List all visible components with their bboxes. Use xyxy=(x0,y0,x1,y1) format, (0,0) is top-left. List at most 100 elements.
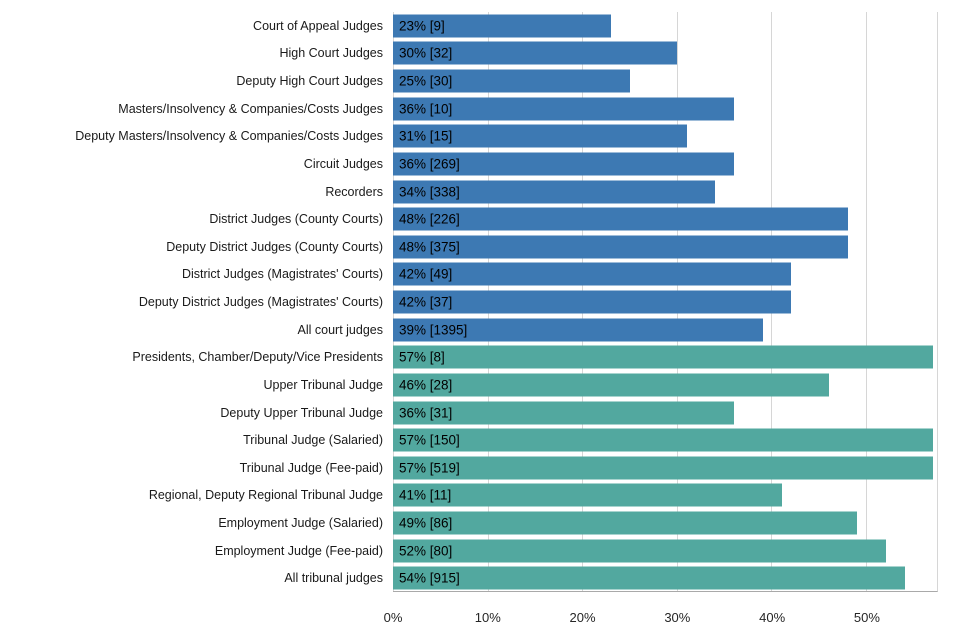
category-label: Regional, Deputy Regional Tribunal Judge xyxy=(148,488,383,503)
bar: 48% [226] xyxy=(393,207,848,231)
bar: 57% [8] xyxy=(393,345,934,369)
bar: 42% [37] xyxy=(393,290,792,314)
bar-value-label: 57% [519] xyxy=(399,460,460,476)
bar: 57% [519] xyxy=(393,456,934,480)
bar-value-label: 36% [10] xyxy=(399,101,453,117)
chart-row: Tribunal Judge (Fee-paid) 57% [519] xyxy=(0,454,938,482)
chart-row: District Judges (County Courts) 48% [226] xyxy=(0,205,938,233)
category-label: Employment Judge (Salaried) xyxy=(218,516,383,531)
bar: 36% [269] xyxy=(393,152,735,176)
bar-area: 48% [375] xyxy=(393,233,938,261)
bar-area: 48% [226] xyxy=(393,205,938,233)
category-label: Masters/Insolvency & Companies/Costs Jud… xyxy=(118,101,383,116)
category-label: Deputy District Judges (County Courts) xyxy=(166,239,383,254)
chart-row: All tribunal judges 54% [915] xyxy=(0,565,938,593)
chart-row: Circuit Judges 36% [269] xyxy=(0,150,938,178)
bar-value-label: 39% [1395] xyxy=(399,322,468,338)
bar-area: 52% [80] xyxy=(393,537,938,565)
bar: 30% [32] xyxy=(393,41,678,65)
chart-row: Deputy District Judges (Magistrates' Cou… xyxy=(0,288,938,316)
category-label: Deputy Upper Tribunal Judge xyxy=(220,405,383,420)
bar-area: 23% [9] xyxy=(393,12,938,40)
bar-value-label: 57% [150] xyxy=(399,432,460,448)
bar-area: 36% [31] xyxy=(393,399,938,427)
gridline xyxy=(866,12,868,591)
x-axis: 0% 10% 20% 30% 40% 50% xyxy=(384,606,938,626)
bar: 52% [80] xyxy=(393,539,886,563)
chart-row: District Judges (Magistrates' Courts) 42%… xyxy=(0,261,938,289)
bar-area: 57% [519] xyxy=(393,454,938,482)
bar-value-label: 49% [86] xyxy=(399,515,453,531)
bar-value-label: 42% [49] xyxy=(399,266,453,282)
bar: 54% [915] xyxy=(393,566,905,590)
category-label: Upper Tribunal Judge xyxy=(263,377,383,392)
bar: 46% [28] xyxy=(393,373,829,397)
bar-value-label: 54% [915] xyxy=(399,570,460,586)
chart-row: Masters/Insolvency & Companies/Costs Jud… xyxy=(0,95,938,123)
bar-value-label: 46% [28] xyxy=(399,377,453,393)
bar-area: 54% [915] xyxy=(393,565,938,593)
bar-value-label: 30% [32] xyxy=(399,45,453,61)
chart-row: Regional, Deputy Regional Tribunal Judge… xyxy=(0,482,938,510)
bar-area: 57% [150] xyxy=(393,426,938,454)
category-label: Presidents, Chamber/Deputy/Vice Presiden… xyxy=(132,350,383,365)
category-label: Recorders xyxy=(325,184,383,199)
chart-row: Deputy Upper Tribunal Judge 36% [31] xyxy=(0,399,938,427)
bar: 41% [11] xyxy=(393,483,782,507)
bar: 42% [49] xyxy=(393,262,792,286)
category-label: All tribunal judges xyxy=(284,571,383,586)
x-tick-label: 40% xyxy=(759,610,786,625)
bar-area: 57% [8] xyxy=(393,344,938,372)
bar-value-label: 48% [226] xyxy=(399,211,460,227)
category-label: Deputy Masters/Insolvency & Companies/Co… xyxy=(75,129,383,144)
bar-value-label: 42% [37] xyxy=(399,294,453,310)
chart-row: Tribunal Judge (Salaried) 57% [150] xyxy=(0,426,938,454)
bar-value-label: 36% [269] xyxy=(399,156,460,172)
category-label: Court of Appeal Judges xyxy=(253,18,383,33)
category-label: High Court Judges xyxy=(279,46,383,61)
bar-area: 30% [32] xyxy=(393,40,938,68)
chart-row: Employment Judge (Salaried) 49% [86] xyxy=(0,509,938,537)
bar: 48% [375] xyxy=(393,235,848,259)
bar: 36% [31] xyxy=(393,401,735,425)
bar-value-label: 52% [80] xyxy=(399,543,453,559)
chart-row: Employment Judge (Fee-paid) 52% [80] xyxy=(0,537,938,565)
bar-area: 25% [30] xyxy=(393,67,938,95)
category-label: Deputy District Judges (Magistrates' Cou… xyxy=(138,295,383,310)
bar-value-label: 25% [30] xyxy=(399,73,453,89)
bar-value-label: 57% [8] xyxy=(399,349,445,365)
bar: 57% [150] xyxy=(393,428,934,452)
bar: 23% [9] xyxy=(393,14,611,38)
chart-row: Deputy High Court Judges 25% [30] xyxy=(0,67,938,95)
bar: 31% [15] xyxy=(393,124,687,148)
category-label: Tribunal Judge (Fee-paid) xyxy=(239,460,383,475)
chart-row: Deputy District Judges (County Courts) 48… xyxy=(0,233,938,261)
bar-value-label: 48% [375] xyxy=(399,239,460,255)
bar-area: 49% [86] xyxy=(393,509,938,537)
bar-area: 36% [10] xyxy=(393,95,938,123)
chart-row: Deputy Masters/Insolvency & Companies/Co… xyxy=(0,123,938,151)
bar: 39% [1395] xyxy=(393,318,763,342)
x-tick-label: 0% xyxy=(383,610,403,625)
bar-area: 46% [28] xyxy=(393,371,938,399)
chart-row: All court judges 39% [1395] xyxy=(0,316,938,344)
chart-row: Presidents, Chamber/Deputy/Vice Presiden… xyxy=(0,344,938,372)
chart-rows: Court of Appeal Judges 23% [9] High Court … xyxy=(0,12,938,592)
x-tick-label: 10% xyxy=(474,610,501,625)
category-label: District Judges (Magistrates' Courts) xyxy=(181,267,383,282)
bar-area: 42% [37] xyxy=(393,288,938,316)
x-tick-label: 30% xyxy=(664,610,691,625)
bar-area: 42% [49] xyxy=(393,261,938,289)
bar: 25% [30] xyxy=(393,69,630,93)
chart-row: High Court Judges 30% [32] xyxy=(0,40,938,68)
chart-row: Recorders 34% [338] xyxy=(0,178,938,206)
bar-value-label: 41% [11] xyxy=(399,487,452,503)
category-label: Deputy High Court Judges xyxy=(236,74,383,89)
x-tick-label: 50% xyxy=(853,610,880,625)
bar-value-label: 23% [9] xyxy=(399,18,445,34)
bar-value-label: 36% [31] xyxy=(399,405,453,421)
chart-row: Court of Appeal Judges 23% [9] xyxy=(0,12,938,40)
bar-area: 36% [269] xyxy=(393,150,938,178)
category-label: District Judges (County Courts) xyxy=(209,212,383,227)
